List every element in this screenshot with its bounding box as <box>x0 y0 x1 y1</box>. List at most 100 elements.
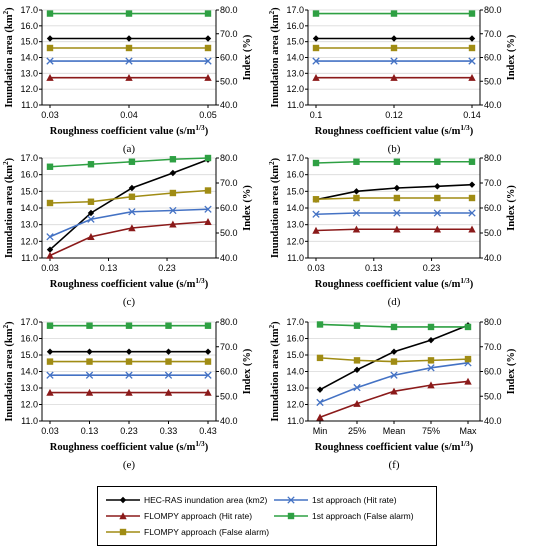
legend-marker <box>119 512 127 520</box>
y2-tick-label: 80.0 <box>220 317 238 327</box>
data-point <box>204 388 212 396</box>
data-point <box>87 198 95 205</box>
data-point <box>312 44 320 52</box>
series-line <box>319 380 469 419</box>
data-point <box>353 399 361 407</box>
y-tick-label: 16.0 <box>286 170 304 180</box>
data-point <box>468 209 476 217</box>
y-tick-label: 15.0 <box>20 186 38 196</box>
data-point <box>86 322 93 329</box>
data-point <box>46 348 54 355</box>
data-point-stroke <box>46 233 54 241</box>
x-axis-title: Roughness coefficient value (s/m1/3) <box>50 439 209 454</box>
x-tick-label: 0.13 <box>100 263 118 273</box>
figure-svg: 11.0 12.0 13.0 14.0 15.0 16.0 17.0 40.0 50.0 60.0… <box>1 5 518 471</box>
data-point <box>312 35 320 42</box>
y-tick-label: 12.0 <box>286 84 304 94</box>
y-tick-label: 11.0 <box>21 100 38 110</box>
y-tick-label: 12.0 <box>286 236 304 246</box>
legend-label: 1st approach (Hit rate) <box>312 495 397 505</box>
data-point <box>316 354 324 362</box>
y2-axis-title: Index (%) <box>506 348 517 394</box>
y2-tick-label: 50.0 <box>220 76 238 86</box>
data-point <box>468 10 476 17</box>
y2-tick-label: 50.0 <box>220 228 238 238</box>
data-point-stroke <box>352 209 361 217</box>
y2-axis-title: Index (%) <box>242 348 253 394</box>
data-point <box>312 57 320 65</box>
data-point <box>427 364 435 372</box>
data-point <box>352 225 361 233</box>
data-point <box>204 73 212 81</box>
data-point <box>169 220 177 228</box>
y-tick-label: 17.0 <box>20 317 38 327</box>
data-point-stroke <box>164 371 173 379</box>
x-tick-label: 75% <box>422 426 440 436</box>
data-point <box>164 371 173 379</box>
y-axis-title: Inundation area (km2) <box>1 157 16 258</box>
chart-panel-3: 11.0 12.0 13.0 14.0 15.0 16.0 17.0 40.0 50.0 60.0… <box>267 153 518 308</box>
chart-panel-1: 11.0 12.0 13.0 14.0 15.0 16.0 17.0 40.0 50.0 60.0… <box>267 5 518 155</box>
y-tick-label: 16.0 <box>286 21 304 31</box>
x-tick-label: Min <box>313 426 328 436</box>
legend-marker <box>119 496 127 504</box>
data-point <box>87 209 95 217</box>
y2-tick-label: 40.0 <box>220 253 238 263</box>
data-point-stroke <box>390 371 398 379</box>
y-axis-title: Inundation area (km2) <box>267 157 282 258</box>
y-tick-label: 16.0 <box>286 334 304 344</box>
data-point-stroke <box>468 209 476 217</box>
data-point <box>46 10 54 17</box>
data-point <box>165 348 172 355</box>
y-tick-label: 14.0 <box>286 53 304 63</box>
legend: HEC-RAS inundation area (km2) 1st approac… <box>97 486 437 546</box>
y-tick-label: 14.0 <box>286 203 304 213</box>
data-point <box>46 233 54 241</box>
x-tick-label: 0.04 <box>120 110 138 120</box>
data-point <box>128 224 136 232</box>
data-point <box>125 57 133 65</box>
y2-tick-label: 60.0 <box>484 367 502 377</box>
y-tick-label: 14.0 <box>20 203 38 213</box>
y-tick-label: 12.0 <box>286 400 304 410</box>
data-point <box>125 73 133 81</box>
x-tick-label: 0.03 <box>41 426 59 436</box>
data-point-stroke <box>390 57 398 65</box>
data-point <box>390 387 398 395</box>
panel-label: (c) <box>123 296 136 308</box>
data-point <box>128 184 136 192</box>
chart-panel-5: 11.0 12.0 13.0 14.0 15.0 16.0 17.0 40.0 50.0 60.0… <box>267 317 518 471</box>
data-point <box>353 383 361 392</box>
data-point <box>434 194 441 202</box>
data-point <box>169 206 177 215</box>
data-point <box>468 57 476 65</box>
y-tick-label: 11.0 <box>21 416 38 426</box>
legend-label: FLOMPY approach (Hit rate) <box>144 511 253 521</box>
data-point <box>204 322 212 329</box>
data-point <box>468 225 476 233</box>
data-point <box>46 163 54 170</box>
data-point <box>86 358 93 365</box>
data-point <box>312 73 320 81</box>
data-point-stroke <box>128 208 136 216</box>
chart-panel-4: 11.0 12.0 13.0 14.0 15.0 16.0 17.0 40.0 50.0 60.0… <box>1 317 254 471</box>
data-point <box>390 35 398 42</box>
data-point <box>312 226 320 234</box>
data-point <box>316 413 324 421</box>
data-point <box>390 323 398 331</box>
y-tick-label: 17.0 <box>286 5 304 15</box>
data-point-stroke <box>125 57 133 65</box>
y-tick-label: 13.0 <box>286 220 304 230</box>
x-axis-title: Roughness coefficient value (s/m1/3) <box>315 276 474 291</box>
data-point <box>46 322 54 329</box>
data-point <box>46 246 54 253</box>
x-tick-label: 0.23 <box>158 263 176 273</box>
y2-axis-title: Index (%) <box>242 185 253 231</box>
data-point <box>169 189 177 197</box>
y-axis-title: Inundation area (km2) <box>1 321 16 422</box>
data-point <box>46 44 54 52</box>
y2-tick-label: 40.0 <box>484 100 502 110</box>
x-tick-label: Mean <box>383 426 406 436</box>
legend-marker <box>287 496 295 504</box>
data-point <box>125 35 133 42</box>
